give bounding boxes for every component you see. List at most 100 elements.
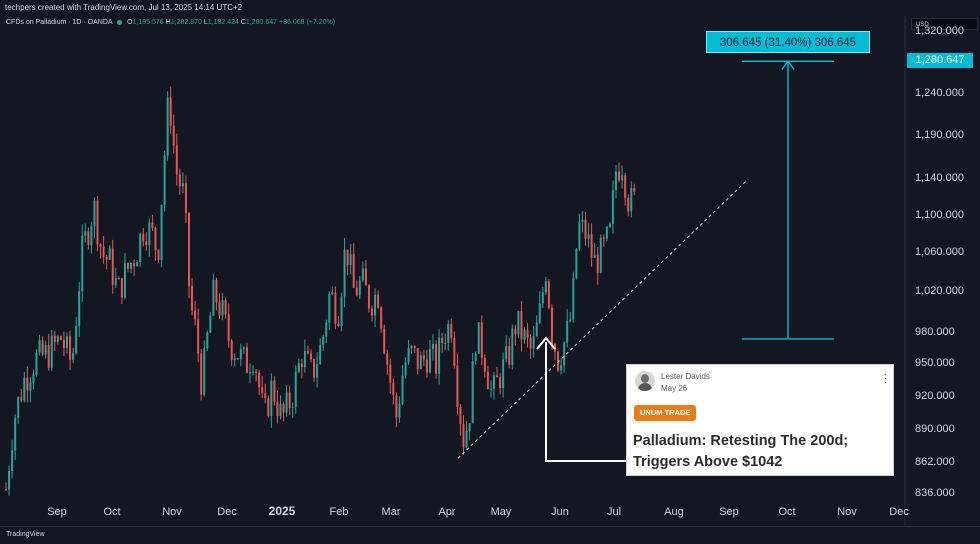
measure-label: 306.645 (31.40%) 306,645 — [706, 31, 870, 53]
candle-body — [383, 328, 386, 354]
candle-body — [154, 227, 157, 251]
attribution-text: techpers created with TradingView.com, J… — [5, 3, 243, 12]
ohlc-close: C1,280.647 — [240, 19, 278, 26]
y-tick-label: 1,140.000 — [915, 172, 964, 185]
candle-body — [389, 364, 392, 383]
candle-body — [133, 263, 136, 267]
candle-body — [178, 174, 181, 187]
candle-body — [14, 417, 17, 451]
candle-body — [212, 279, 215, 316]
candle-body — [303, 350, 306, 368]
market-status-icon — [117, 19, 123, 25]
card-tag[interactable]: UNUM TRADE — [634, 405, 697, 421]
candle-body — [206, 332, 209, 349]
candle-body — [197, 319, 200, 354]
y-tick-label: 1,060.000 — [915, 246, 964, 259]
candle-body — [151, 222, 154, 228]
candle-body — [456, 365, 459, 407]
price-chart[interactable]: Sep Oct Nov Dec 2025 Feb Mar Apr May Jun Jul Aug Sep… — [0, 0, 980, 526]
candle-body — [499, 377, 502, 389]
card-author[interactable]: Lester Davids — [661, 372, 710, 381]
candle-body — [261, 387, 264, 394]
candle-body — [322, 336, 325, 345]
candle-body — [300, 363, 303, 368]
candle-body — [593, 254, 596, 258]
candle-body — [288, 392, 291, 408]
candle-body — [84, 231, 87, 236]
x-tick-label: Jun — [551, 506, 569, 518]
avatar[interactable] — [635, 371, 655, 391]
x-tick-label: Oct — [778, 506, 795, 518]
candle-body — [218, 302, 221, 316]
candle-body — [93, 200, 96, 227]
candle-body — [130, 263, 133, 269]
y-tick-label: 920.000 — [915, 389, 955, 402]
candle-body — [328, 294, 331, 323]
candle-body — [56, 336, 59, 342]
candle-body — [291, 407, 294, 409]
candle-body — [35, 352, 38, 375]
candle-body — [413, 346, 416, 349]
candle-body — [566, 320, 569, 343]
candle-body — [334, 292, 337, 324]
x-tick-label: Nov — [162, 506, 182, 518]
candle-body — [401, 375, 404, 404]
card-headline[interactable]: Palladium: Retesting The 200d; Triggers … — [633, 433, 849, 470]
candle-body — [483, 357, 486, 372]
candle-body — [69, 336, 72, 360]
more-options-icon[interactable]: · · · — [883, 369, 887, 388]
candle-body — [374, 294, 377, 316]
candle-body — [233, 358, 236, 361]
candle-body — [419, 355, 422, 370]
candle-body — [493, 375, 495, 389]
candle-body — [294, 371, 297, 408]
candle-body — [337, 323, 340, 327]
candle-body — [66, 336, 68, 349]
candle-body — [215, 279, 218, 303]
candle-body — [514, 328, 517, 335]
candle-body — [471, 361, 474, 424]
candle-body — [608, 223, 611, 227]
candle-body — [142, 233, 145, 242]
candle-body — [340, 296, 343, 327]
candle-body — [285, 392, 288, 413]
candle-body — [145, 241, 148, 246]
candle-body — [17, 397, 20, 418]
candle-body — [20, 397, 23, 401]
candle-body — [53, 335, 56, 342]
idea-card[interactable]: Lester Davids May 26 · · · UNUM TRADE Pall… — [626, 364, 894, 476]
candle-body — [319, 344, 322, 365]
candle-body — [267, 398, 270, 416]
currency-label[interactable]: USD — [911, 18, 978, 30]
candle-body — [203, 348, 206, 395]
candle-body — [599, 237, 602, 273]
candle-body — [200, 353, 203, 395]
candle-body — [181, 183, 184, 187]
candle-body — [209, 315, 212, 333]
candle-body — [316, 364, 319, 378]
annotation-arrow-icon — [536, 336, 556, 350]
candle-body — [407, 348, 410, 363]
candle-body — [398, 403, 401, 418]
candle-body — [605, 226, 608, 239]
trendline — [457, 178, 749, 459]
candle-body — [5, 489, 7, 491]
x-tick-label: Mar — [382, 506, 401, 518]
x-tick-label: Dec — [889, 506, 909, 518]
candle-body — [123, 263, 126, 298]
candle-body — [441, 337, 444, 344]
candle-body — [279, 403, 282, 417]
symbol-name[interactable]: CFDs on Palladium · 1D · OANDA — [6, 19, 113, 26]
candle-body — [462, 424, 465, 448]
candle-body — [477, 322, 480, 354]
candle-body — [364, 268, 367, 286]
candle-body — [114, 278, 117, 286]
candle-body — [163, 155, 166, 206]
y-tick-label: 1,190.000 — [915, 128, 964, 141]
candle-body — [117, 278, 120, 280]
candle-body — [432, 343, 434, 350]
candle-body — [550, 307, 553, 345]
symbol-legend: CFDs on Palladium · 1D · OANDA O1,195.57… — [6, 19, 335, 26]
candle-body — [532, 336, 535, 349]
attribution-bar: techpers created with TradingView.com, J… — [0, 0, 980, 16]
